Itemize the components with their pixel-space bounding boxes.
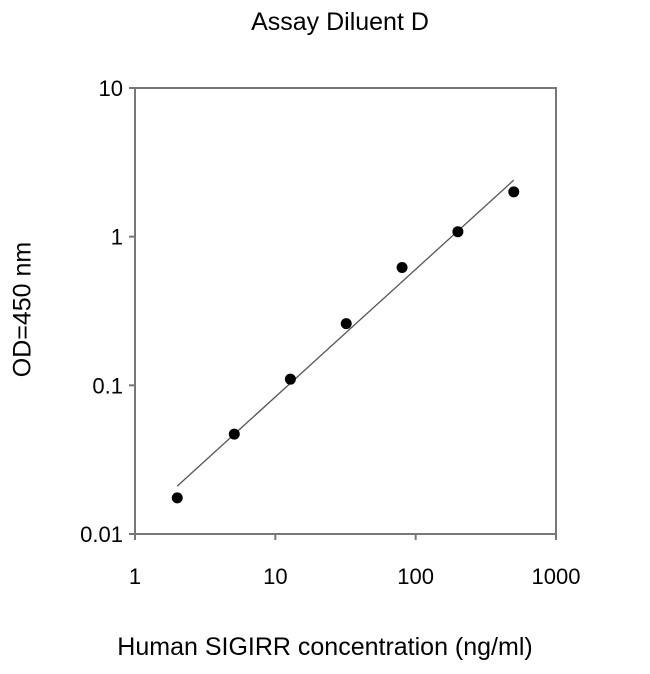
data-point [228,428,240,440]
data-points [171,186,520,504]
data-point [171,492,183,504]
chart-title: Assay Diluent D [251,8,429,36]
fit-line [176,179,515,487]
x-tick-label: 1000 [532,564,581,589]
data-point [396,262,408,274]
y-tick-label: 0.1 [92,373,123,398]
y-tick-label: 0.01 [80,522,123,547]
x-tick-label: 1 [129,564,141,589]
y-tick-label: 1 [111,225,123,250]
data-point [340,318,352,330]
plot-frame [134,87,557,535]
data-point [508,186,520,198]
x-axis-ticks: 1 10 100 1000 [129,534,581,589]
y-axis-ticks: 10 1 0.1 0.01 [80,76,135,547]
x-tick-label: 100 [397,564,434,589]
y-tick-label: 10 [99,76,123,101]
x-axis-label: Human SIGIRR concentration (ng/ml) [117,633,533,661]
data-point [452,226,464,238]
x-tick-label: 10 [263,564,287,589]
data-point [284,373,296,385]
